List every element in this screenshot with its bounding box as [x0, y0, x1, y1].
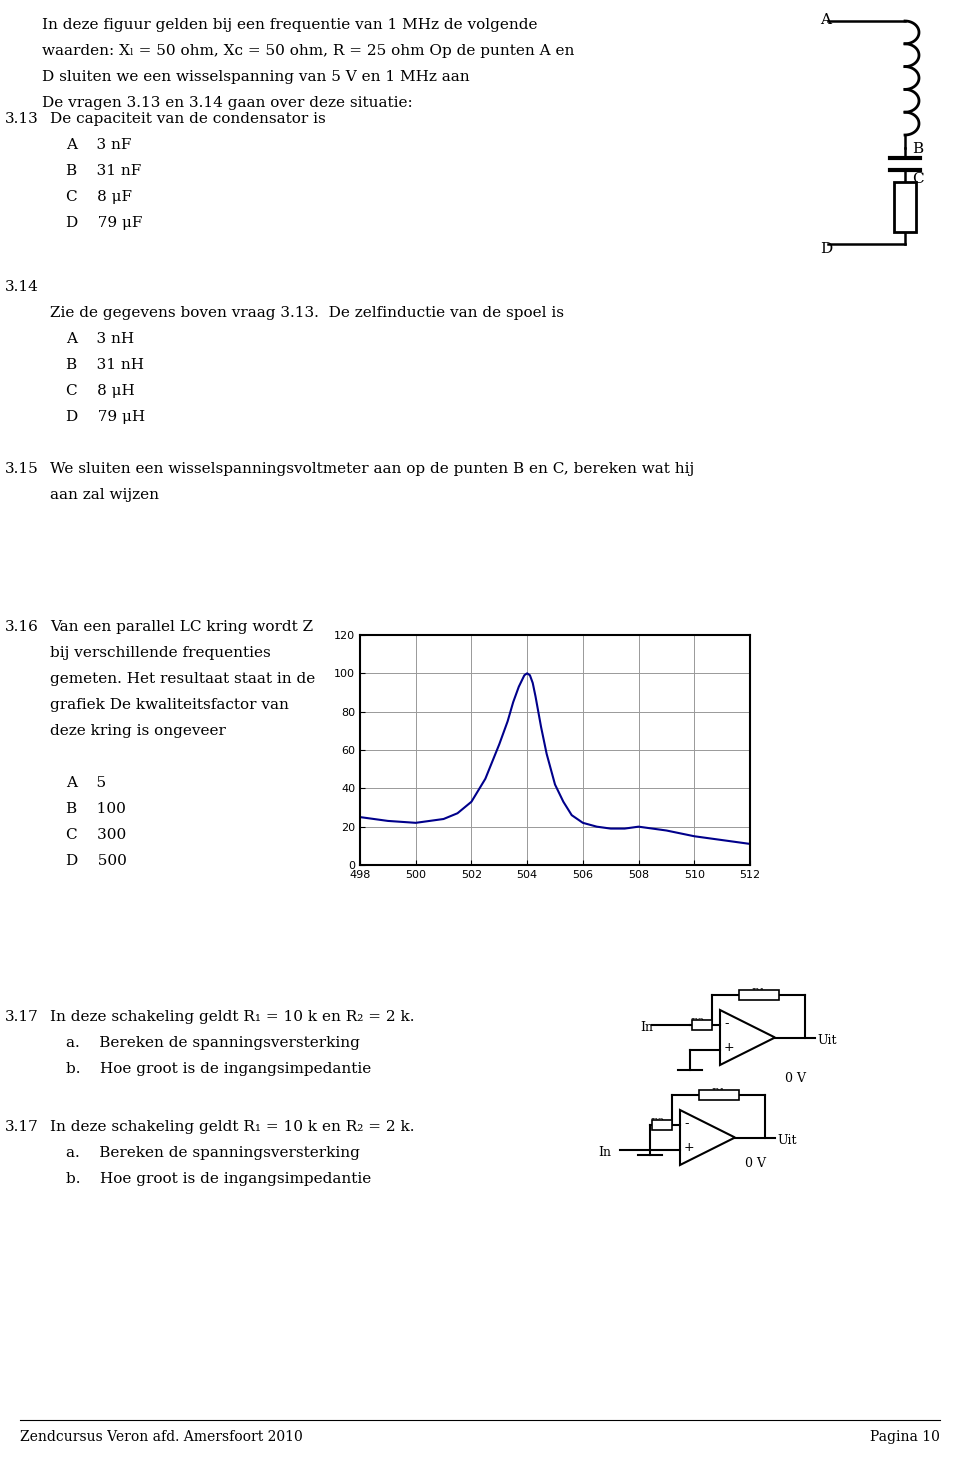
- Text: 3.15: 3.15: [5, 462, 38, 476]
- Text: a.    Bereken de spanningsversterking: a. Bereken de spanningsversterking: [66, 1147, 360, 1160]
- Text: R1: R1: [711, 1088, 726, 1097]
- Bar: [692, 1020, 712, 1030]
- Text: D    500: D 500: [66, 854, 127, 868]
- Text: 0 V: 0 V: [745, 1157, 766, 1170]
- Text: D sluiten we een wisselspanning van 5 V en 1 MHz aan: D sluiten we een wisselspanning van 5 V …: [42, 70, 469, 85]
- Text: In deze schakeling geldt R₁ = 10 k en R₂ = 2 k.: In deze schakeling geldt R₁ = 10 k en R₂…: [50, 1010, 415, 1024]
- Bar: [699, 1090, 738, 1100]
- Text: Uit: Uit: [817, 1033, 836, 1046]
- Text: b.    Hoe groot is de ingangsimpedantie: b. Hoe groot is de ingangsimpedantie: [66, 1171, 372, 1186]
- Text: waarden: Xₗ = 50 ohm, Xᴄ = 50 ohm, R = 25 ohm Op de punten A en: waarden: Xₗ = 50 ohm, Xᴄ = 50 ohm, R = 2…: [42, 44, 574, 58]
- Text: B    31 nF: B 31 nF: [66, 165, 141, 178]
- Text: 3.17: 3.17: [5, 1010, 38, 1024]
- Text: C    8 μH: C 8 μH: [66, 385, 134, 398]
- Text: B: B: [912, 141, 924, 156]
- Text: In deze figuur gelden bij een frequentie van 1 MHz de volgende: In deze figuur gelden bij een frequentie…: [42, 17, 538, 32]
- Text: D    79 μF: D 79 μF: [66, 216, 142, 230]
- Text: +: +: [684, 1141, 695, 1154]
- Text: 3.13: 3.13: [5, 112, 38, 125]
- Text: Uit: Uit: [777, 1134, 797, 1147]
- Text: D    79 μH: D 79 μH: [66, 409, 145, 424]
- Text: Zie de gegevens boven vraag 3.13.  De zelfinductie van de spoel is: Zie de gegevens boven vraag 3.13. De zel…: [50, 306, 564, 321]
- Text: b.    Hoe groot is de ingangsimpedantie: b. Hoe groot is de ingangsimpedantie: [66, 1062, 372, 1077]
- Text: De capaciteit van de condensator is: De capaciteit van de condensator is: [50, 112, 325, 125]
- Text: C    8 μF: C 8 μF: [66, 189, 132, 204]
- Text: In: In: [640, 1021, 653, 1034]
- Text: -: -: [724, 1017, 729, 1030]
- Text: C: C: [912, 172, 924, 186]
- Text: In: In: [598, 1145, 611, 1158]
- Text: bij verschillende frequenties: bij verschillende frequenties: [50, 645, 271, 660]
- Text: a.    Bereken de spanningsversterking: a. Bereken de spanningsversterking: [66, 1036, 360, 1050]
- Text: A    3 nH: A 3 nH: [66, 332, 134, 345]
- Bar: [652, 1120, 672, 1131]
- Bar: [894, 182, 916, 232]
- Text: 0 V: 0 V: [785, 1071, 806, 1084]
- Text: R1: R1: [752, 988, 766, 997]
- Text: aan zal wijzen: aan zal wijzen: [50, 488, 159, 503]
- Text: We sluiten een wisselspanningsvoltmeter aan op de punten B en C, bereken wat hij: We sluiten een wisselspanningsvoltmeter …: [50, 462, 694, 476]
- Text: grafiek De kwaliteitsfactor van: grafiek De kwaliteitsfactor van: [50, 698, 289, 712]
- Bar: [738, 989, 779, 1000]
- Text: deze kring is ongeveer: deze kring is ongeveer: [50, 724, 226, 739]
- Text: A    5: A 5: [66, 777, 107, 790]
- Text: R2: R2: [691, 1018, 706, 1027]
- Text: D: D: [820, 242, 832, 256]
- Text: 3.16: 3.16: [5, 621, 38, 634]
- Text: Pagina 10: Pagina 10: [870, 1429, 940, 1444]
- Text: Zendcursus Veron afd. Amersfoort 2010: Zendcursus Veron afd. Amersfoort 2010: [20, 1429, 302, 1444]
- Text: -: -: [684, 1118, 688, 1129]
- Text: C    300: C 300: [66, 828, 127, 842]
- Text: In deze schakeling geldt R₁ = 10 k en R₂ = 2 k.: In deze schakeling geldt R₁ = 10 k en R₂…: [50, 1120, 415, 1134]
- Text: A    3 nF: A 3 nF: [66, 138, 132, 152]
- Text: 3.17: 3.17: [5, 1120, 38, 1134]
- Text: +: +: [724, 1042, 734, 1053]
- Text: B    100: B 100: [66, 801, 126, 816]
- Text: 3.14: 3.14: [5, 280, 38, 294]
- Text: A: A: [820, 13, 831, 28]
- Text: R2: R2: [651, 1119, 665, 1128]
- Text: B    31 nH: B 31 nH: [66, 358, 144, 372]
- Text: gemeten. Het resultaat staat in de: gemeten. Het resultaat staat in de: [50, 672, 315, 686]
- Text: De vragen 3.13 en 3.14 gaan over deze situatie:: De vragen 3.13 en 3.14 gaan over deze si…: [42, 96, 413, 109]
- Text: Van een parallel LC kring wordt Z: Van een parallel LC kring wordt Z: [50, 621, 313, 634]
